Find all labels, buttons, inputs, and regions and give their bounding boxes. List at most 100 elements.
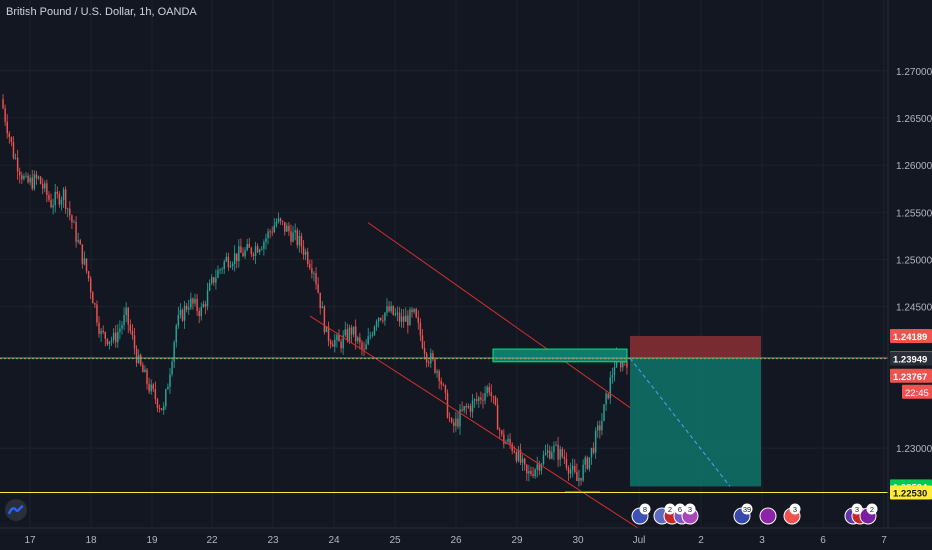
candle-down (332, 344, 334, 347)
candle-down (181, 310, 184, 321)
candle-up (582, 464, 584, 481)
candle-down (392, 305, 394, 315)
candle-up (217, 270, 219, 278)
candle-down (492, 395, 495, 397)
candle-down (346, 329, 349, 341)
stop-loss-zone[interactable] (630, 335, 761, 359)
x-tick-label: 26 (450, 535, 462, 546)
candle-down (363, 348, 365, 350)
candle-up (352, 326, 355, 335)
candle-down (279, 218, 282, 221)
candle-up (467, 406, 470, 408)
event-count-label: 6 (678, 505, 682, 514)
candle-down (565, 458, 568, 468)
candle-up (77, 240, 79, 242)
candle-down (415, 308, 417, 318)
candle-down (580, 477, 582, 481)
candle-down (148, 383, 150, 392)
event-count-badge (639, 503, 651, 515)
candle-down (327, 326, 330, 342)
candle-down (271, 231, 273, 233)
candle-up (37, 176, 40, 179)
candle-down (140, 354, 142, 365)
candle-up (275, 221, 278, 226)
candle-down (501, 430, 503, 435)
candle-up (169, 374, 171, 387)
candles (2, 94, 628, 487)
candle-up (321, 306, 324, 309)
event-flag-icon[interactable] (759, 507, 777, 525)
entry-price-label-bg (890, 368, 932, 383)
candle-down (402, 316, 405, 322)
candle-up (594, 430, 597, 453)
candle-up (29, 177, 31, 183)
candle-down (574, 465, 576, 472)
candle-down (227, 256, 230, 268)
candle-up (144, 369, 146, 373)
candle-up (179, 310, 182, 315)
candle-up (292, 232, 294, 242)
candle-up (52, 205, 54, 208)
channel-upper-line[interactable] (367, 222, 631, 408)
candle-up (286, 225, 288, 232)
candle-down (319, 292, 321, 309)
candle-down (196, 298, 198, 311)
candle-down (27, 175, 29, 183)
event-markers: 8 2 6 3 39 3 3 2 (631, 503, 878, 525)
take-profit-zone[interactable] (630, 358, 761, 487)
candle-down (300, 236, 303, 247)
candle-up (313, 273, 315, 274)
candle-down (12, 141, 15, 159)
candle-down (192, 298, 194, 304)
candle-down (438, 371, 440, 382)
candle-down (75, 222, 77, 242)
channel-lower-line[interactable] (309, 315, 639, 529)
candle-up (238, 246, 240, 262)
y-tick-label: 1.24500 (896, 303, 932, 314)
x-tick-label: Jul (633, 535, 646, 546)
candle-up (273, 225, 276, 233)
countdown-label: 22:45 (905, 388, 929, 399)
x-tick-label: 25 (389, 535, 401, 546)
candle-up (528, 471, 530, 474)
candle-down (329, 341, 332, 345)
candle-down (19, 171, 21, 176)
candle-up (542, 454, 545, 465)
event-count-label: 8 (643, 505, 647, 514)
candle-down (323, 306, 326, 333)
candle-down (236, 253, 238, 262)
event-count-badge (789, 503, 801, 515)
x-tick-label: 3 (759, 535, 765, 546)
candle-down (198, 310, 200, 317)
candle-down (129, 324, 132, 331)
candle-down (350, 327, 353, 335)
candle-up (25, 175, 27, 177)
candle-up (137, 354, 140, 363)
candle-up (540, 464, 543, 471)
candle-down (79, 240, 81, 245)
candle-up (44, 183, 46, 189)
candle-up (578, 477, 580, 481)
candle-up (334, 340, 336, 347)
candle-down (106, 338, 109, 345)
candle-up (110, 339, 113, 342)
candle-down (154, 389, 157, 400)
candle-down (309, 264, 311, 268)
candle-down (382, 319, 384, 321)
candle-down (248, 243, 251, 248)
candle-down (599, 425, 601, 431)
candle-down (503, 434, 505, 444)
candle-up (521, 458, 524, 463)
x-tick-label: 24 (328, 535, 340, 546)
candle-down (85, 258, 88, 272)
candle-up (171, 361, 173, 375)
candle-up (546, 450, 549, 453)
candle-down (465, 406, 468, 408)
event-count-label: 3 (793, 505, 797, 514)
candle-up (233, 253, 236, 265)
grid (0, 0, 888, 528)
resistance-box[interactable] (492, 348, 628, 363)
event-count-label: 2 (668, 505, 672, 514)
candle-down (306, 251, 309, 265)
